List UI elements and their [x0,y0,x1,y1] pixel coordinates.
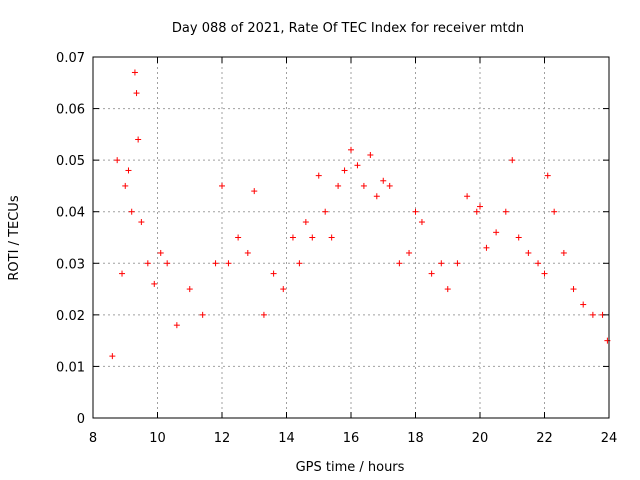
data-point [328,234,335,241]
data-point [464,193,471,200]
data-point [541,270,548,277]
data-point [396,260,403,267]
data-point [580,301,587,308]
chart-title: Day 088 of 2021, Rate Of TEC Index for r… [172,21,524,36]
x-tick-label: 14 [278,431,295,446]
data-point [144,260,151,267]
data-point [373,193,380,200]
x-tick-label: 10 [149,431,166,446]
data-point [493,229,500,236]
y-tick-label: 0.01 [56,360,85,375]
data-point [114,157,121,164]
data-point [135,136,142,143]
data-point [270,270,277,277]
y-axis-label: ROTI / TECUs [7,195,22,280]
y-tick-label: 0.05 [56,154,85,169]
data-point [525,249,532,256]
axis-ticks: 8 10 12 14 16 18 20 22 24 0 0.01 0.02 0.03 0.04 0.05 0.… [56,51,617,446]
x-tick-label: 22 [536,431,553,446]
data-point [173,322,180,329]
data-point [157,249,164,256]
data-point [296,260,303,267]
x-axis-label: GPS time / hours [296,460,405,475]
data-point [544,172,551,179]
x-tick-label: 20 [472,431,489,446]
data-point [341,167,348,174]
data-point [354,162,361,169]
y-tick-label: 0.02 [56,309,85,324]
data-point [280,286,287,293]
grid [93,57,609,418]
y-tick-label: 0.03 [56,257,85,272]
x-tick-label: 16 [343,431,360,446]
data-point [535,260,542,267]
y-tick-label: 0 [77,412,85,427]
data-point [219,182,225,189]
data-point [589,311,596,318]
data-point [199,311,206,318]
data-point [128,208,135,215]
data-point [119,270,126,277]
data-point [235,234,242,241]
data-point [251,188,258,195]
data-point [515,234,522,241]
data-point [428,270,435,277]
data-point [551,208,558,215]
data-point [315,172,322,179]
data-point [367,151,374,158]
x-tick-label: 8 [89,431,97,446]
data-point [406,249,413,256]
data-point [360,182,367,189]
data-point [380,177,387,184]
data-point [444,286,451,293]
x-tick-label: 12 [214,431,231,446]
data-points [109,69,611,360]
data-point [225,260,232,267]
data-point [122,182,129,189]
data-point [418,219,425,226]
data-point [438,260,445,267]
data-point [509,157,516,164]
data-point [309,234,316,241]
data-point [483,244,490,251]
data-point [454,260,461,267]
data-point [473,208,480,215]
data-point [125,167,132,174]
y-tick-label: 0.07 [56,51,85,66]
data-point [386,182,393,189]
data-point [570,286,577,293]
y-tick-label: 0.06 [56,103,85,118]
data-point [109,353,116,360]
data-point [151,280,158,287]
data-point [302,219,309,226]
data-point [322,208,329,215]
x-tick-label: 24 [601,431,618,446]
data-point [186,286,193,293]
data-point [289,234,296,241]
data-point [348,146,354,153]
x-tick-label: 18 [407,431,424,446]
data-point [412,208,419,215]
data-point [477,203,483,210]
data-point [138,219,145,226]
data-point [164,260,171,267]
y-tick-label: 0.04 [56,206,85,221]
data-point [212,260,219,267]
data-point [244,249,251,256]
data-point [560,249,567,256]
data-point [260,311,267,318]
data-point [335,182,342,189]
data-point [131,69,138,76]
data-point [502,208,509,215]
data-point [133,90,140,97]
